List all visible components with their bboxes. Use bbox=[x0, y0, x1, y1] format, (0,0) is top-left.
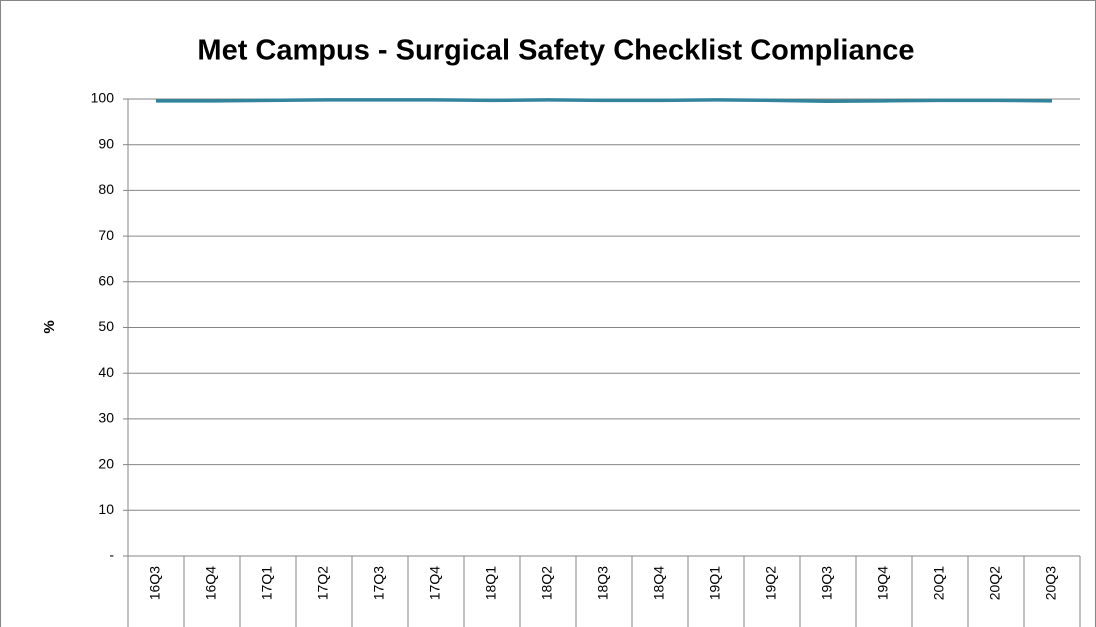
y-tick-label: 30 bbox=[98, 410, 114, 426]
y-tick-label: 60 bbox=[98, 273, 114, 289]
x-tick-label: 19Q1 bbox=[707, 566, 723, 600]
x-tick-label: 18Q1 bbox=[483, 566, 499, 600]
x-tick-label: 19Q4 bbox=[875, 566, 891, 600]
x-tick-label: 17Q4 bbox=[427, 566, 443, 600]
x-tick-label: 16Q3 bbox=[147, 566, 163, 600]
x-tick-label: 17Q1 bbox=[259, 566, 275, 600]
x-tick-label: 18Q4 bbox=[651, 566, 667, 600]
x-tick-label: 20Q3 bbox=[1043, 566, 1059, 600]
y-tick-label: - bbox=[109, 547, 114, 563]
x-tick-label: 17Q2 bbox=[315, 566, 331, 600]
y-tick-label: 90 bbox=[98, 135, 114, 151]
x-tick-label: 17Q3 bbox=[371, 566, 387, 600]
data-line bbox=[156, 98, 1053, 104]
x-tick-label: 20Q1 bbox=[931, 566, 947, 600]
y-tick-label: 20 bbox=[98, 455, 114, 471]
y-tick-label: 10 bbox=[98, 501, 114, 517]
x-tick-label: 19Q3 bbox=[819, 566, 835, 600]
y-tick-label: 40 bbox=[98, 364, 114, 380]
y-tick-label: 50 bbox=[98, 318, 114, 334]
x-tick-label: 18Q3 bbox=[595, 566, 611, 600]
chart-title: Met Campus - Surgical Safety Checklist C… bbox=[197, 35, 914, 67]
y-tick-label: 100 bbox=[91, 90, 115, 106]
x-tick-label: 20Q2 bbox=[987, 566, 1003, 600]
x-tick-label: 19Q2 bbox=[763, 566, 779, 600]
x-tick-label: 18Q2 bbox=[539, 566, 555, 600]
x-tick-label: 16Q4 bbox=[203, 566, 219, 600]
y-axis-label: % bbox=[41, 320, 58, 333]
y-tick-label: 80 bbox=[98, 181, 114, 197]
y-tick-label: 70 bbox=[98, 227, 114, 243]
